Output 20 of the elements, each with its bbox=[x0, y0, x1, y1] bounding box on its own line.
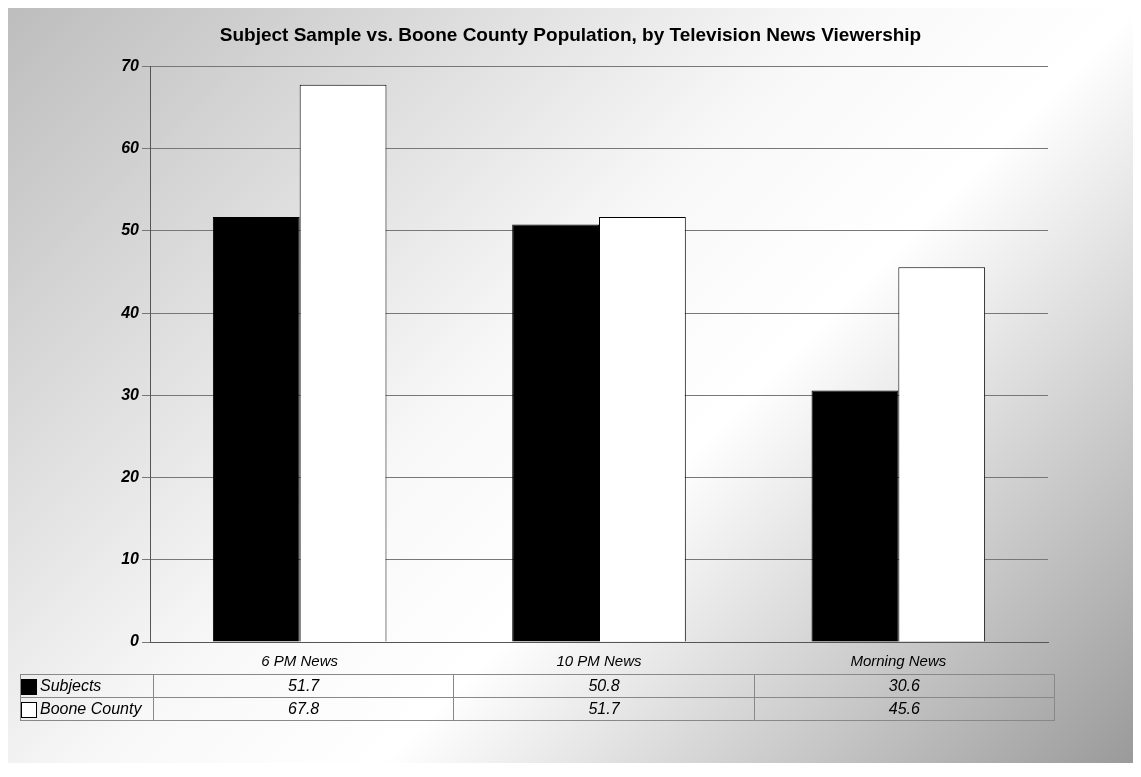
chart-title: Subject Sample vs. Boone County Population, by Television News Viewership bbox=[218, 23, 923, 47]
y-tick-label: 60 bbox=[121, 139, 140, 157]
data-label: 45.6 bbox=[754, 697, 1055, 721]
data-label: 30.6 bbox=[754, 674, 1055, 698]
y-tick-label: 50 bbox=[121, 221, 140, 239]
data-label: 50.8 bbox=[453, 674, 755, 698]
data-label: 67.8 bbox=[153, 697, 454, 721]
legend-label: Subjects bbox=[20, 674, 154, 698]
y-tick-label: 30 bbox=[121, 385, 140, 403]
y-tick-label: 10 bbox=[121, 550, 140, 568]
x-tick-label: 6 PM News bbox=[261, 652, 339, 670]
y-tick-label: 70 bbox=[121, 57, 140, 75]
data-label: 51.7 bbox=[453, 697, 755, 721]
data-label: 51.7 bbox=[153, 674, 454, 698]
x-tick-label: 10 PM News bbox=[556, 652, 643, 670]
x-tick-label: Morning News bbox=[850, 652, 947, 670]
legend-label: Boone County bbox=[20, 697, 154, 721]
y-tick-label: 20 bbox=[120, 468, 140, 486]
y-tick-label: 40 bbox=[120, 303, 140, 321]
y-tick-label: 0 bbox=[130, 632, 140, 650]
